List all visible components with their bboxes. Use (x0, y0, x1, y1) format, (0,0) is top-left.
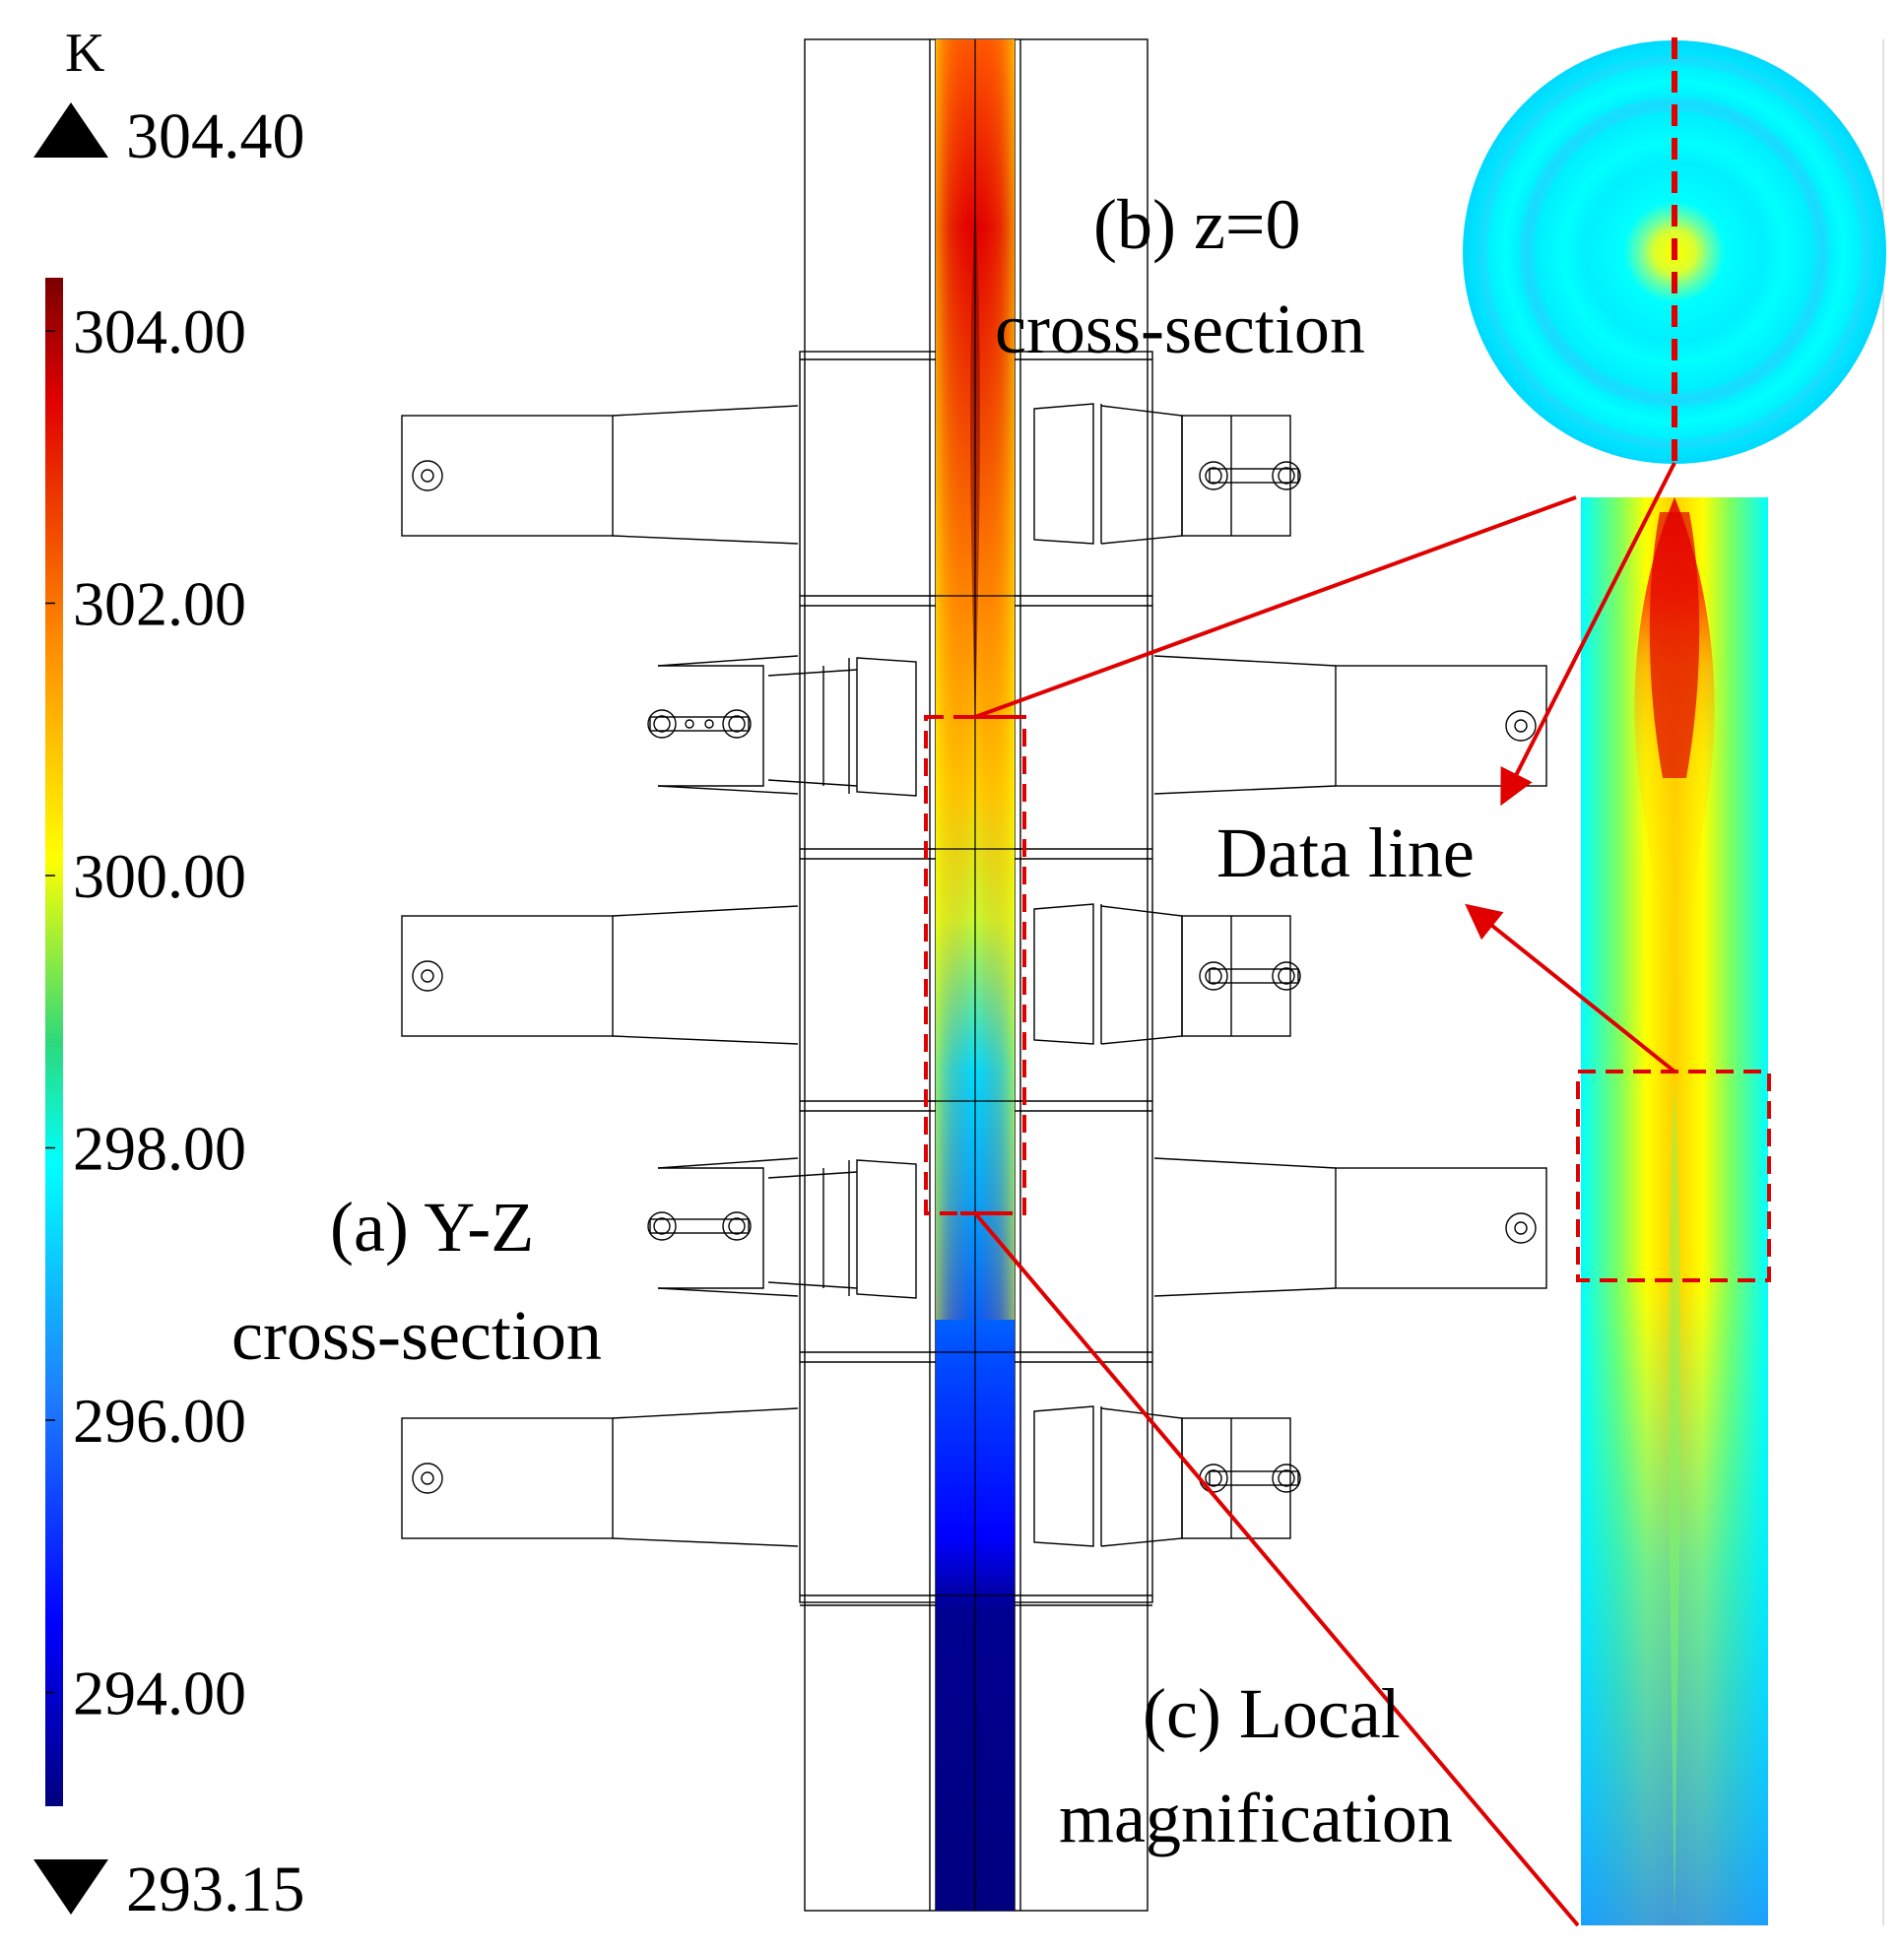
min-triangle-icon (33, 1859, 108, 1915)
right-arm-2 (1153, 655, 1547, 795)
colorbar-ticks: 304.00 302.00 300.00 298.00 296.00 294.00 (45, 296, 246, 1728)
colorbar-tick-label: 300.00 (73, 841, 246, 911)
local-magnification (1576, 497, 1771, 1925)
colorbar-min-value: 293.15 (126, 1853, 305, 1925)
left-arm-3 (401, 905, 799, 1045)
right-clamp-1 (1033, 403, 1301, 545)
label-c-line1: (c) Local (1143, 1674, 1401, 1753)
right-arm-4 (1153, 1157, 1547, 1297)
label-data-line: Data line (1216, 813, 1475, 892)
labels: (b) z=0 cross-section Data line (a) Y-Z … (231, 185, 1475, 1857)
zoom-line-bottom (973, 1211, 1580, 1927)
colorbar: K 304.40 304.00 302.00 300.00 298.00 296.00 2… (33, 23, 305, 1925)
annotation-lines (960, 462, 1676, 1927)
colorbar-max-value: 304.40 (126, 100, 305, 172)
label-c-line2: magnification (1059, 1779, 1453, 1857)
left-arm-5 (401, 1407, 799, 1547)
label-a-line2: cross-section (231, 1296, 602, 1375)
z0-cross-section (1463, 37, 1886, 464)
right-clamp-5 (1033, 1405, 1301, 1547)
max-triangle-icon (33, 102, 108, 158)
right-clamp-3 (1033, 903, 1301, 1045)
colorbar-gradient (45, 278, 63, 1806)
colorbar-tick-label: 302.00 (73, 569, 246, 639)
left-clamp-4 (647, 1157, 917, 1299)
colorbar-tick-label: 304.00 (73, 296, 246, 366)
label-b-line1: (b) z=0 (1093, 185, 1301, 264)
colorbar-unit: K (65, 23, 104, 84)
colorbar-tick-label: 296.00 (73, 1386, 246, 1456)
colorbar-tick-label: 298.00 (73, 1114, 246, 1184)
data-line-arrow-2 (1465, 903, 1676, 1073)
left-clamp-2 (647, 655, 917, 797)
yz-temperature-channel (930, 39, 1020, 1911)
data-line-arrow-1 (1500, 462, 1676, 807)
colorbar-tick-label: 294.00 (73, 1658, 246, 1728)
label-b-line2: cross-section (995, 290, 1365, 368)
label-a-line1: (a) Y-Z (330, 1188, 534, 1267)
zoom-line-top (974, 495, 1577, 719)
left-arm-1 (401, 405, 799, 545)
